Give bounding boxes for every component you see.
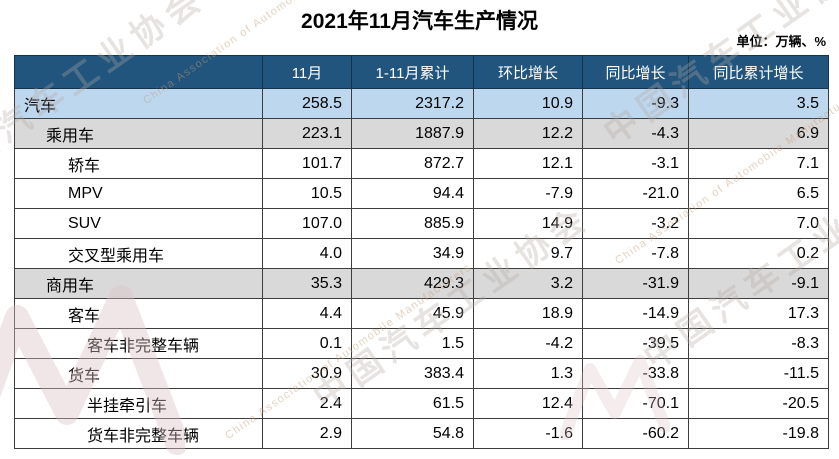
cell-value: 14.9 <box>473 208 583 239</box>
column-header-4: 同比增长 <box>582 55 689 89</box>
cell-value: -7.9 <box>473 178 583 209</box>
cell-value: -19.8 <box>688 418 829 449</box>
cell-value: 4.4 <box>262 298 352 329</box>
cell-value: -31.9 <box>582 268 689 299</box>
table-row: 客车非完整车辆 0.1 1.5 -4.2 -39.5 -8.3 <box>14 328 829 359</box>
row-label: MPV <box>14 178 263 209</box>
cell-value: 1887.9 <box>351 118 474 149</box>
cell-value: 872.7 <box>351 148 474 179</box>
cell-value: -14.9 <box>582 298 689 329</box>
cell-value: 10.5 <box>262 178 352 209</box>
cell-value: 0.2 <box>688 238 829 269</box>
row-label: 轿车 <box>14 148 263 179</box>
cell-value: 429.3 <box>351 268 474 299</box>
cell-value: 35.3 <box>262 268 352 299</box>
row-label: 乘用车 <box>14 118 263 149</box>
cell-value: 61.5 <box>351 388 474 419</box>
table-row: 货车非完整车辆 2.9 54.8 -1.6 -60.2 -19.8 <box>14 418 829 449</box>
table-row: 交叉型乘用车 4.0 34.9 9.7 -7.8 0.2 <box>14 238 829 269</box>
cell-value: 9.7 <box>473 238 583 269</box>
cell-value: -3.1 <box>582 148 689 179</box>
column-header-2: 1-11月累计 <box>351 55 474 89</box>
column-header-5: 同比累计增长 <box>688 55 829 89</box>
cell-value: -21.0 <box>582 178 689 209</box>
cell-value: 10.9 <box>473 88 583 119</box>
cell-value: 18.9 <box>473 298 583 329</box>
cell-value: 1.3 <box>473 358 583 389</box>
cell-value: -1.6 <box>473 418 583 449</box>
table-row: SUV 107.0 885.9 14.9 -3.2 7.0 <box>14 208 829 239</box>
cell-value: 223.1 <box>262 118 352 149</box>
table-row: 轿车 101.7 872.7 12.1 -3.1 7.1 <box>14 148 829 179</box>
cell-value: 1.5 <box>351 328 474 359</box>
cell-value: 7.0 <box>688 208 829 239</box>
cell-value: 258.5 <box>262 88 352 119</box>
table-row: 客车 4.4 45.9 18.9 -14.9 17.3 <box>14 298 829 329</box>
cell-value: -8.3 <box>688 328 829 359</box>
cell-value: 6.9 <box>688 118 829 149</box>
cell-value: 34.9 <box>351 238 474 269</box>
cell-value: 383.4 <box>351 358 474 389</box>
cell-value: 12.2 <box>473 118 583 149</box>
page-title: 2021年11月汽车生产情况 <box>301 10 538 33</box>
cell-value: -9.3 <box>582 88 689 119</box>
row-label: 汽车 <box>14 88 263 119</box>
cell-value: 12.4 <box>473 388 583 419</box>
row-label: 货车非完整车辆 <box>14 418 263 449</box>
production-table: 11月 1-11月累计 环比增长 同比增长 同比累计增长 汽车 258.5 2317.2 10… <box>14 55 829 449</box>
cell-value: -3.2 <box>582 208 689 239</box>
row-label: 交叉型乘用车 <box>14 238 263 269</box>
cell-value: 7.1 <box>688 148 829 179</box>
column-header-1: 11月 <box>262 55 352 89</box>
cell-value: 94.4 <box>351 178 474 209</box>
cell-value: 3.2 <box>473 268 583 299</box>
cell-value: 3.5 <box>688 88 829 119</box>
cell-value: -60.2 <box>582 418 689 449</box>
row-label: 客车非完整车辆 <box>14 328 263 359</box>
table-header: 11月 1-11月累计 环比增长 同比增长 同比累计增长 <box>14 55 829 89</box>
cell-value: 2.4 <box>262 388 352 419</box>
cell-value: -39.5 <box>582 328 689 359</box>
table-row: 半挂牵引车 2.4 61.5 12.4 -70.1 -20.5 <box>14 388 829 419</box>
cell-value: 6.5 <box>688 178 829 209</box>
cell-value: 30.9 <box>262 358 352 389</box>
table-row: 商用车 35.3 429.3 3.2 -31.9 -9.1 <box>14 268 829 299</box>
cell-value: 2.9 <box>262 418 352 449</box>
cell-value: 17.3 <box>688 298 829 329</box>
cell-value: 885.9 <box>351 208 474 239</box>
cell-value: 4.0 <box>262 238 352 269</box>
cell-value: 107.0 <box>262 208 352 239</box>
cell-value: 2317.2 <box>351 88 474 119</box>
cell-value: 101.7 <box>262 148 352 179</box>
cell-value: -11.5 <box>688 358 829 389</box>
cell-value: -33.8 <box>582 358 689 389</box>
unit-label: 单位：万辆、% <box>736 34 826 49</box>
column-header-3: 环比增长 <box>473 55 583 89</box>
table-row: 货车 30.9 383.4 1.3 -33.8 -11.5 <box>14 358 829 389</box>
cell-value: -9.1 <box>688 268 829 299</box>
row-label: 半挂牵引车 <box>14 388 263 419</box>
table-row: 汽车 258.5 2317.2 10.9 -9.3 3.5 <box>14 88 829 119</box>
table-row: 乘用车 223.1 1887.9 12.2 -4.3 6.9 <box>14 118 829 149</box>
cell-value: 45.9 <box>351 298 474 329</box>
row-label: SUV <box>14 208 263 239</box>
cell-value: 12.1 <box>473 148 583 179</box>
row-label: 货车 <box>14 358 263 389</box>
table-row: MPV 10.5 94.4 -7.9 -21.0 6.5 <box>14 178 829 209</box>
cell-value: -70.1 <box>582 388 689 419</box>
cell-value: -7.8 <box>582 238 689 269</box>
column-header-0 <box>14 55 263 89</box>
cell-value: -4.2 <box>473 328 583 359</box>
cell-value: 0.1 <box>262 328 352 359</box>
row-label: 商用车 <box>14 268 263 299</box>
cell-value: 54.8 <box>351 418 474 449</box>
cell-value: -20.5 <box>688 388 829 419</box>
cell-value: -4.3 <box>582 118 689 149</box>
header-row: 11月 1-11月累计 环比增长 同比增长 同比累计增长 <box>14 55 829 89</box>
row-label: 客车 <box>14 298 263 329</box>
